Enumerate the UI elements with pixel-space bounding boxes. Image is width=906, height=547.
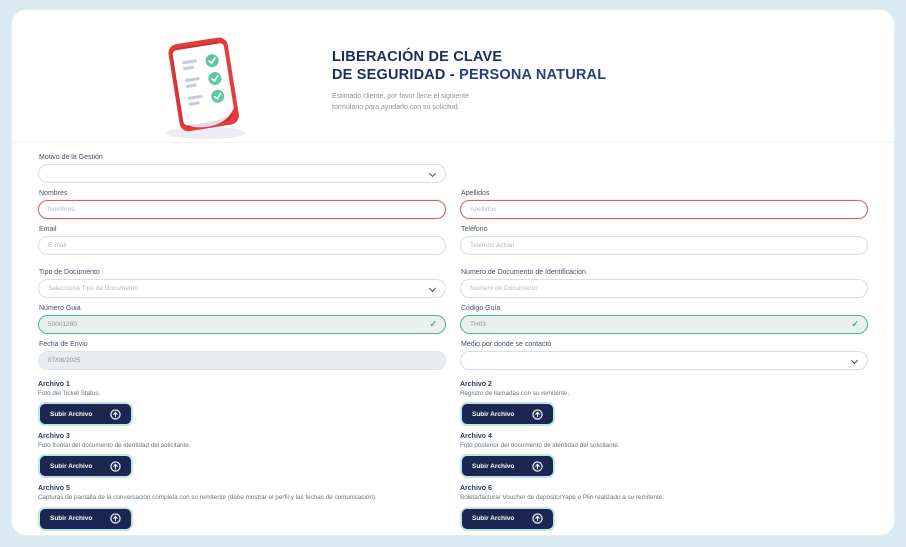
header: LIBERACIÓN DE CLAVE DE SEGURIDAD - PERSO…: [12, 10, 894, 143]
archivo-5-section: Archivo 5 Capturas de pantalla de la con…: [38, 485, 446, 531]
upload-icon: [532, 513, 543, 524]
form-area: Motivo de la Gestión Nombres Apellidos: [12, 143, 894, 535]
numero-documento-field-wrap: [460, 279, 868, 298]
apellidos-field-wrap: [460, 200, 868, 219]
check-icon: ✓: [429, 319, 437, 329]
telefono-field-wrap: [460, 236, 868, 255]
fecha-envio-input: [48, 357, 436, 364]
numero-guia-field-wrap: ✓: [38, 315, 446, 334]
upload-icon: [532, 461, 543, 472]
nombres-input[interactable]: [48, 206, 436, 213]
page-title-line1: LIBERACIÓN DE CLAVE: [332, 49, 503, 65]
archivo-5-label: Archivo 5: [38, 485, 70, 493]
email-label: Email: [39, 226, 57, 233]
email-input[interactable]: [48, 242, 436, 249]
archivo-1-description: Foto del Ticket Status.: [38, 390, 101, 397]
page-title-line2: DE SEGURIDAD - PERSONA NATURAL: [332, 66, 606, 84]
archivo-3-upload-button[interactable]: Subir Archivo: [38, 454, 133, 479]
archivo-1-section: Archivo 1 Foto del Ticket Status. Subir …: [38, 381, 446, 427]
archivo-3-description: Foto frontal del documento de identidad …: [38, 442, 191, 450]
fecha-envio-field-wrap: [38, 351, 446, 370]
fecha-envio-label: Fecha de Envio: [39, 341, 88, 348]
codigo-guia-field-wrap: ✓: [460, 315, 868, 334]
archivo-6-label: Archivo 6: [460, 485, 492, 493]
medio-contacto-label: Medio por donde se contactó: [461, 341, 552, 348]
upload-button-label: Subir Archivo: [50, 462, 93, 470]
motivo-label: Motivo de la Gestión: [39, 154, 103, 161]
archivo-4-description: Foto posterior del documento de identida…: [460, 442, 620, 450]
archivo-6-upload-button[interactable]: Subir Archivo: [460, 506, 555, 531]
archivo-3-label: Archivo 3: [38, 433, 70, 441]
upload-button-label: Subir Archivo: [472, 515, 515, 523]
archivo-1-label: Archivo 1: [38, 381, 70, 388]
codigo-guia-label: Código Guía: [461, 305, 501, 312]
page-subtitle: Estimado cliente, por favor llene el sig…: [332, 93, 469, 111]
upload-icon: [110, 461, 121, 472]
page-title-line2-bold: DE SEGURIDAD -: [332, 67, 460, 84]
archivo-2-description: Registro de llamadas con su remitente.: [460, 390, 570, 397]
archivo-2-upload-button[interactable]: Subir Archivo: [460, 402, 555, 427]
numero-guia-input[interactable]: [48, 321, 436, 328]
upload-button-label: Subir Archivo: [50, 410, 93, 418]
nombres-field-wrap: [38, 200, 446, 219]
archivo-5-description: Capturas de pantalla de la conversación …: [38, 494, 377, 502]
archivo-3-section: Archivo 3 Foto frontal del documento de …: [38, 433, 446, 479]
page-title-line2-light: PERSONA NATURAL: [459, 67, 607, 84]
chevron-down-icon: [850, 356, 859, 365]
archivo-2-section: Archivo 2 Registro de llamadas con su re…: [460, 381, 868, 427]
archivo-1-upload-button[interactable]: Subir Archivo: [38, 402, 133, 427]
upload-button-label: Subir Archivo: [472, 410, 515, 418]
archivo-4-upload-button[interactable]: Subir Archivo: [460, 454, 555, 479]
chevron-down-icon: [428, 284, 437, 293]
email-field-wrap: [38, 236, 446, 255]
title-block: LIBERACIÓN DE CLAVE DE SEGURIDAD - PERSO…: [332, 36, 606, 113]
numero-documento-label: Numero de Documento de Identificacion: [461, 269, 586, 276]
archivo-6-description: Boleta/factura/ Voucher de depósito/Yape…: [460, 494, 664, 502]
motivo-select[interactable]: [38, 164, 446, 183]
numero-guia-label: Numero Guia: [39, 305, 81, 312]
nombres-label: Nombres: [39, 190, 68, 197]
form-card: LIBERACIÓN DE CLAVE DE SEGURIDAD - PERSO…: [12, 10, 894, 535]
clipboard-illustration: [130, 36, 280, 140]
archivo-4-label: Archivo 4: [460, 433, 492, 441]
check-icon: ✓: [851, 319, 859, 329]
tipo-documento-label: Tipo de Documento: [39, 269, 100, 276]
apellidos-label: Apellidos: [461, 190, 490, 197]
checklist-phone-icon: [166, 37, 246, 139]
medio-contacto-select[interactable]: [460, 351, 868, 370]
archivo-2-label: Archivo 2: [460, 381, 492, 388]
upload-icon: [110, 408, 121, 420]
archivo-6-section: Archivo 6 Boleta/factura/ Voucher de dep…: [460, 485, 868, 531]
archivo-4-section: Archivo 4 Foto posterior del documento d…: [460, 433, 868, 479]
telefono-label: Teléfono: [461, 226, 488, 233]
archivo-5-upload-button[interactable]: Subir Archivo: [38, 506, 133, 531]
telefono-input[interactable]: [470, 242, 858, 249]
upload-button-label: Subir Archivo: [50, 515, 93, 523]
codigo-guia-input[interactable]: [470, 321, 858, 328]
numero-documento-input[interactable]: [470, 285, 858, 292]
upload-icon: [110, 513, 121, 524]
tipo-documento-select[interactable]: Selecciona Tipo de Documento: [38, 279, 446, 298]
upload-icon: [532, 408, 543, 420]
apellidos-input[interactable]: [470, 206, 858, 213]
upload-button-label: Subir Archivo: [472, 462, 515, 470]
chevron-down-icon: [428, 169, 437, 178]
tipo-documento-placeholder: Selecciona Tipo de Documento: [48, 285, 138, 292]
